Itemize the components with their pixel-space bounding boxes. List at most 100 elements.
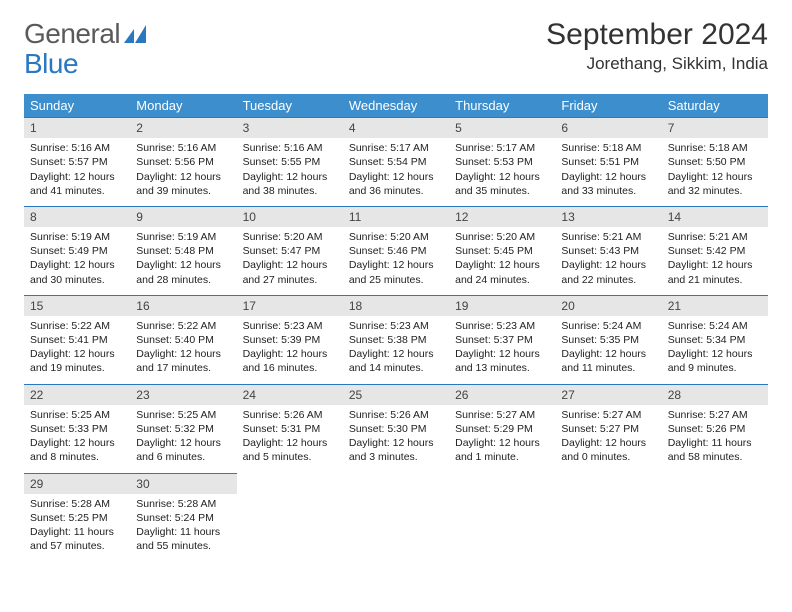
- logo-word-1: General: [24, 18, 120, 50]
- day-number: 13: [555, 206, 661, 227]
- day-body: Sunrise: 5:28 AMSunset: 5:24 PMDaylight:…: [130, 494, 236, 562]
- day-cell: 4Sunrise: 5:17 AMSunset: 5:54 PMDaylight…: [343, 117, 449, 206]
- day-cell: 3Sunrise: 5:16 AMSunset: 5:55 PMDaylight…: [237, 117, 343, 206]
- day-body: Sunrise: 5:18 AMSunset: 5:50 PMDaylight:…: [662, 138, 768, 206]
- day-body: Sunrise: 5:20 AMSunset: 5:46 PMDaylight:…: [343, 227, 449, 295]
- day-cell: 13Sunrise: 5:21 AMSunset: 5:43 PMDayligh…: [555, 206, 661, 295]
- day-cell: 6Sunrise: 5:18 AMSunset: 5:51 PMDaylight…: [555, 117, 661, 206]
- day-cell: 7Sunrise: 5:18 AMSunset: 5:50 PMDaylight…: [662, 117, 768, 206]
- sunset-line: Sunset: 5:48 PM: [136, 244, 230, 258]
- daylight-line: Daylight: 11 hours and 57 minutes.: [30, 525, 124, 553]
- day-cell: 19 Sunrise: 5:23 AMSunset: 5:37 PMDayligh…: [449, 295, 555, 384]
- sunset-line: Sunset: 5:40 PM: [136, 333, 230, 347]
- sunset-line: Sunset: 5:42 PM: [668, 244, 762, 258]
- day-body: Sunrise: 5:25 AMSunset: 5:33 PMDaylight:…: [24, 405, 130, 473]
- weekday-header: Thursday: [449, 94, 555, 117]
- day-number: 23: [130, 384, 236, 405]
- sunset-line: Sunset: 5:38 PM: [349, 333, 443, 347]
- sunset-line: Sunset: 5:24 PM: [136, 511, 230, 525]
- day-number: 3: [237, 117, 343, 138]
- calendar-body: 1Sunrise: 5:16 AMSunset: 5:57 PMDaylight…: [24, 117, 768, 561]
- sunrise-line: Sunrise: 5:18 AM: [561, 141, 655, 155]
- calendar-row: 15Sunrise: 5:22 AMSunset: 5:41 PMDayligh…: [24, 295, 768, 384]
- daylight-line: Daylight: 12 hours and 22 minutes.: [561, 258, 655, 286]
- sunrise-line: Sunrise: 5:26 AM: [243, 408, 337, 422]
- sunrise-line: Sunrise: 5:26 AM: [349, 408, 443, 422]
- day-cell: 17Sunrise: 5:23 AMSunset: 5:39 PMDayligh…: [237, 295, 343, 384]
- day-cell: 12Sunrise: 5:20 AMSunset: 5:45 PMDayligh…: [449, 206, 555, 295]
- day-body: Sunrise: 5:18 AMSunset: 5:51 PMDaylight:…: [555, 138, 661, 206]
- day-number: 15: [24, 295, 130, 316]
- sunset-line: Sunset: 5:37 PM: [455, 333, 549, 347]
- daylight-line: Daylight: 12 hours and 24 minutes.: [455, 258, 549, 286]
- sunrise-line: Sunrise: 5:16 AM: [136, 141, 230, 155]
- day-body: Sunrise: 5:16 AMSunset: 5:55 PMDaylight:…: [237, 138, 343, 206]
- month-title: September 2024: [546, 18, 768, 52]
- day-number: 27: [555, 384, 661, 405]
- sunset-line: Sunset: 5:25 PM: [30, 511, 124, 525]
- day-body: Sunrise: 5:24 AMSunset: 5:34 PMDaylight:…: [662, 316, 768, 384]
- day-number: 14: [662, 206, 768, 227]
- daylight-line: Daylight: 12 hours and 6 minutes.: [136, 436, 230, 464]
- sunrise-line: Sunrise: 5:23 AM: [455, 319, 549, 333]
- calendar-table: Sunday Monday Tuesday Wednesday Thursday…: [24, 94, 768, 561]
- sunset-line: Sunset: 5:41 PM: [30, 333, 124, 347]
- daylight-line: Daylight: 12 hours and 0 minutes.: [561, 436, 655, 464]
- sunset-line: Sunset: 5:27 PM: [561, 422, 655, 436]
- day-cell: 10Sunrise: 5:20 AMSunset: 5:47 PMDayligh…: [237, 206, 343, 295]
- day-body: Sunrise: 5:26 AMSunset: 5:30 PMDaylight:…: [343, 405, 449, 473]
- sunset-line: Sunset: 5:56 PM: [136, 155, 230, 169]
- sunset-line: Sunset: 5:34 PM: [668, 333, 762, 347]
- calendar-row: 8Sunrise: 5:19 AMSunset: 5:49 PMDaylight…: [24, 206, 768, 295]
- day-cell: 25Sunrise: 5:26 AMSunset: 5:30 PMDayligh…: [343, 384, 449, 473]
- day-number: 30: [130, 473, 236, 494]
- calendar-row: 1Sunrise: 5:16 AMSunset: 5:57 PMDaylight…: [24, 117, 768, 206]
- sunset-line: Sunset: 5:49 PM: [30, 244, 124, 258]
- sunrise-line: Sunrise: 5:23 AM: [243, 319, 337, 333]
- weekday-header: Wednesday: [343, 94, 449, 117]
- sunset-line: Sunset: 5:30 PM: [349, 422, 443, 436]
- day-cell: 18Sunrise: 5:23 AMSunset: 5:38 PMDayligh…: [343, 295, 449, 384]
- day-number: 18: [343, 295, 449, 316]
- day-body: Sunrise: 5:22 AMSunset: 5:40 PMDaylight:…: [130, 316, 236, 384]
- daylight-line: Daylight: 12 hours and 33 minutes.: [561, 170, 655, 198]
- sunrise-line: Sunrise: 5:16 AM: [243, 141, 337, 155]
- day-body: Sunrise: 5:19 AMSunset: 5:49 PMDaylight:…: [24, 227, 130, 295]
- sunset-line: Sunset: 5:43 PM: [561, 244, 655, 258]
- daylight-line: Daylight: 12 hours and 13 minutes.: [455, 347, 549, 375]
- sunrise-line: Sunrise: 5:28 AM: [136, 497, 230, 511]
- sunset-line: Sunset: 5:50 PM: [668, 155, 762, 169]
- day-body: Sunrise: 5:24 AMSunset: 5:35 PMDaylight:…: [555, 316, 661, 384]
- day-body: Sunrise: 5:23 AMSunset: 5:38 PMDaylight:…: [343, 316, 449, 384]
- day-body: Sunrise: 5:27 AMSunset: 5:26 PMDaylight:…: [662, 405, 768, 473]
- logo-icon: [124, 18, 150, 50]
- daylight-line: Daylight: 12 hours and 38 minutes.: [243, 170, 337, 198]
- location: Jorethang, Sikkim, India: [546, 54, 768, 74]
- sunrise-line: Sunrise: 5:23 AM: [349, 319, 443, 333]
- sunrise-line: Sunrise: 5:18 AM: [668, 141, 762, 155]
- day-cell: 11Sunrise: 5:20 AMSunset: 5:46 PMDayligh…: [343, 206, 449, 295]
- day-cell: 24Sunrise: 5:26 AMSunset: 5:31 PMDayligh…: [237, 384, 343, 473]
- day-number: 24: [237, 384, 343, 405]
- day-number: 12: [449, 206, 555, 227]
- weekday-header-row: Sunday Monday Tuesday Wednesday Thursday…: [24, 94, 768, 117]
- daylight-line: Daylight: 12 hours and 25 minutes.: [349, 258, 443, 286]
- daylight-line: Daylight: 12 hours and 1 minute.: [455, 436, 549, 464]
- sunset-line: Sunset: 5:46 PM: [349, 244, 443, 258]
- daylight-line: Daylight: 12 hours and 27 minutes.: [243, 258, 337, 286]
- weekday-header: Friday: [555, 94, 661, 117]
- day-cell: 22Sunrise: 5:25 AMSunset: 5:33 PMDayligh…: [24, 384, 130, 473]
- daylight-line: Daylight: 12 hours and 30 minutes.: [30, 258, 124, 286]
- day-cell: 28Sunrise: 5:27 AMSunset: 5:26 PMDayligh…: [662, 384, 768, 473]
- day-number: 8: [24, 206, 130, 227]
- sunrise-line: Sunrise: 5:27 AM: [455, 408, 549, 422]
- daylight-line: Daylight: 12 hours and 16 minutes.: [243, 347, 337, 375]
- daylight-line: Daylight: 12 hours and 11 minutes.: [561, 347, 655, 375]
- day-cell: 26Sunrise: 5:27 AMSunset: 5:29 PMDayligh…: [449, 384, 555, 473]
- daylight-line: Daylight: 12 hours and 8 minutes.: [30, 436, 124, 464]
- sunrise-line: Sunrise: 5:27 AM: [561, 408, 655, 422]
- day-number: 20: [555, 295, 661, 316]
- day-cell: 20Sunrise: 5:24 AMSunset: 5:35 PMDayligh…: [555, 295, 661, 384]
- day-number: 19: [449, 295, 555, 316]
- day-cell: 9Sunrise: 5:19 AMSunset: 5:48 PMDaylight…: [130, 206, 236, 295]
